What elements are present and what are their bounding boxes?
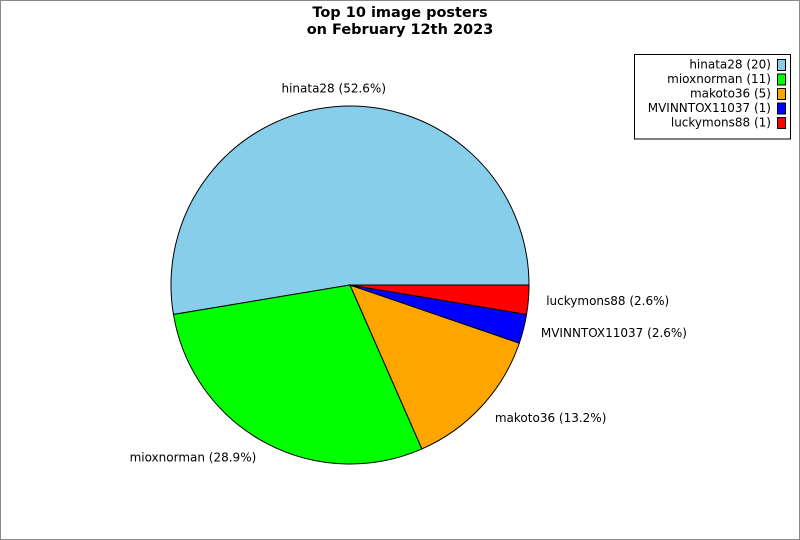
legend-box (634, 54, 791, 140)
pie-slice (349, 284, 520, 450)
legend-swatch (777, 88, 786, 100)
chart-title: on February 12th 2023 (307, 22, 494, 38)
legend-swatch (777, 73, 786, 86)
legend-label: luckymons88 (1) (671, 116, 771, 130)
slice-label: MVINNTOX11037 (2.6%) (541, 326, 687, 340)
pie-slice (172, 284, 423, 465)
legend-swatch (777, 102, 786, 115)
legend-swatch (777, 117, 786, 129)
legend-label: mioxnorman (11) (667, 72, 771, 86)
legend-label: hinata28 (20) (689, 58, 771, 72)
legend-label: makoto36 (5) (690, 87, 771, 101)
slice-label: mioxnorman (28.9%) (130, 451, 257, 465)
slice-label: hinata28 (52.6%) (281, 81, 386, 95)
slice-label: makoto36 (13.2%) (495, 411, 607, 425)
chart-title: Top 10 image posters (312, 5, 487, 21)
pie-slice (349, 284, 530, 316)
legend-swatch (777, 59, 786, 71)
legend-label: MVINNTOX11037 (1) (648, 101, 771, 115)
slice-label: luckymons88 (2.6%) (546, 294, 669, 308)
pie-slice (170, 105, 530, 316)
